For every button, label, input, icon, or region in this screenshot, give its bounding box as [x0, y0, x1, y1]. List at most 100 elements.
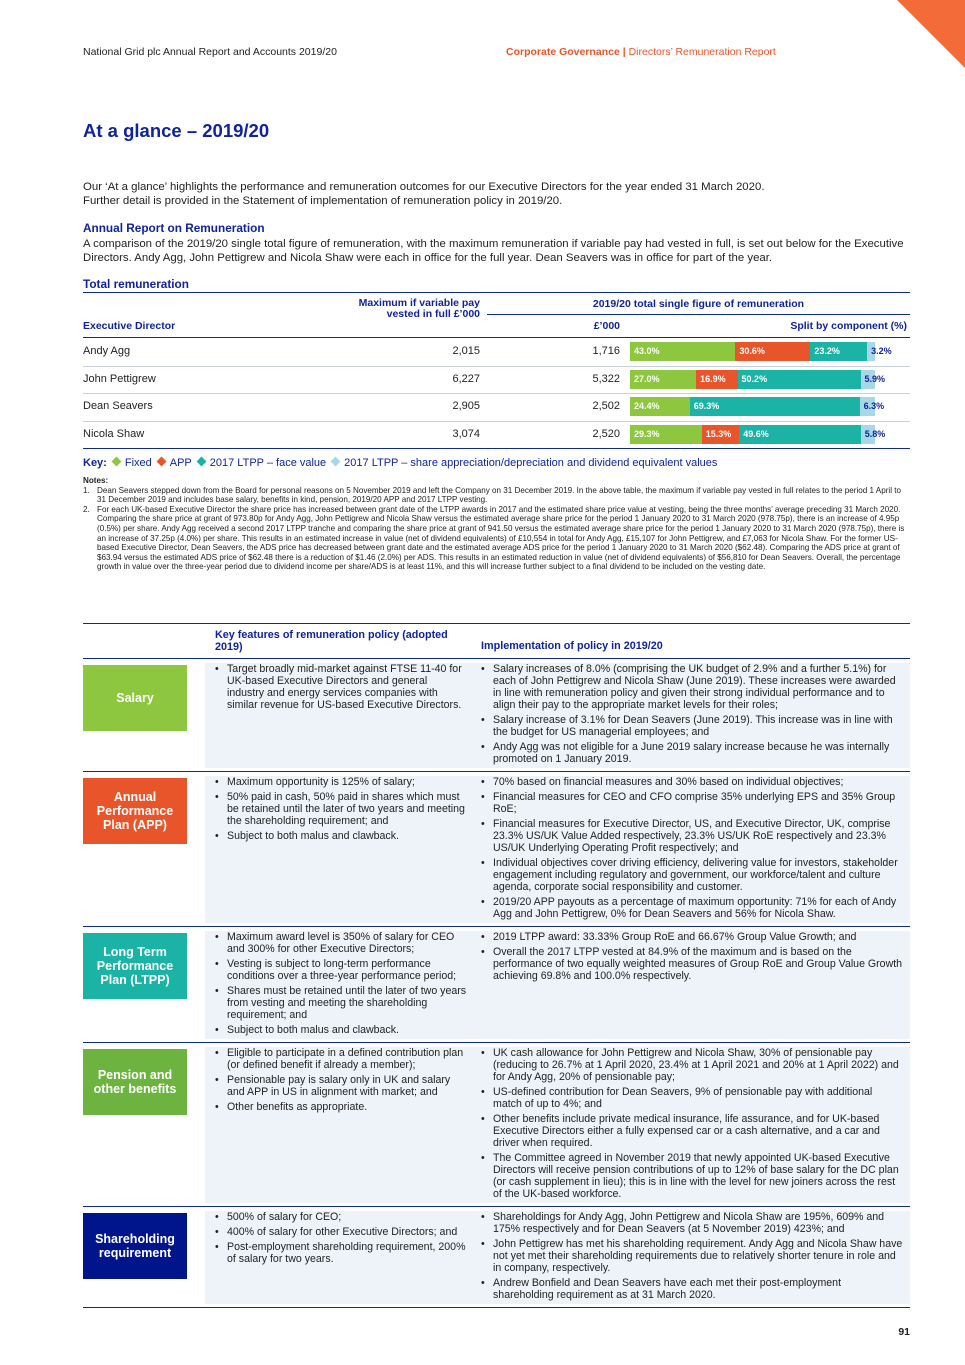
- col-header: Executive Director: [83, 320, 176, 332]
- rule: [83, 420, 910, 422]
- col-header: Implementation of policy in 2019/20: [481, 640, 663, 652]
- bullet-text: 50% paid in cash, 50% paid in shares whi…: [227, 791, 465, 827]
- bullet: •: [481, 931, 485, 943]
- bullet-list: • Maximum opportunity is 125% of salary; •…: [215, 776, 467, 842]
- bar-segment: 6.3%: [859, 397, 884, 416]
- split-bar: 24.4% 69.3% 6.3%: [630, 397, 884, 416]
- bullet-text: Maximum opportunity is 125% of salary;: [227, 776, 415, 788]
- features-cell: • Eligible to participate in a defined co…: [205, 1047, 477, 1203]
- bullet: •: [215, 1211, 219, 1223]
- bullet: •: [215, 830, 219, 842]
- bullet-text: Andy Agg was not eligible for a June 201…: [493, 741, 890, 765]
- segment-label: 6.3%: [863, 401, 885, 411]
- bullet-item: • Shares must be retained until the later…: [215, 985, 467, 1021]
- key-label: Key:: [83, 457, 107, 469]
- policy-table: Key features of remuneration policy (ado…: [83, 623, 910, 1308]
- bullet-text: 70% based on financial measures and 30% …: [493, 776, 844, 788]
- rule: [83, 337, 910, 338]
- policy-row: Annual Performance Plan (APP) • Maximum op…: [83, 771, 910, 926]
- bullet-item: • Overall the 2017 LTPP vested at 84.9% o…: [481, 946, 904, 982]
- bullet-text: Other benefits include private medical i…: [493, 1113, 880, 1149]
- note-text: For each UK-based Executive Director the…: [97, 504, 905, 572]
- bullet-item: • Andrew Bonfield and Dean Seavers have e…: [481, 1277, 904, 1301]
- bullet-item: • Salary increase of 3.1% for Dean Seaver…: [481, 714, 904, 738]
- bullet-list: • Maximum award level is 350% of salary f…: [215, 931, 467, 1036]
- col-header: Key features of remuneration policy (ado…: [215, 629, 448, 653]
- total-value: 2,520: [592, 427, 620, 440]
- key-swatch: [196, 456, 207, 467]
- segment-label: 29.3%: [634, 428, 660, 439]
- bullet: •: [215, 1024, 219, 1036]
- bullet-text: 400% of salary for other Executive Direc…: [227, 1226, 458, 1238]
- director-name: Nicola Shaw: [83, 427, 145, 440]
- split-bar: 27.0% 16.9% 50.2% 5.9%: [630, 369, 885, 389]
- bullet-text: Andrew Bonfield and Dean Seavers have ea…: [493, 1277, 842, 1301]
- director-name: Dean Seavers: [83, 400, 153, 412]
- bullet-item: • UK cash allowance for John Pettigrew an…: [481, 1047, 904, 1083]
- note: 2. For each UK-based Executive Director t…: [83, 505, 910, 572]
- bullet-item: • Other benefits as appropriate.: [215, 1101, 467, 1113]
- bullet-text: Post-employment shareholding requirement…: [227, 1241, 466, 1265]
- segment-label: 24.4%: [634, 401, 660, 411]
- header-subsection: Directors’ Remuneration Report: [628, 46, 776, 58]
- bullet-list: • 70% based on financial measures and 30%…: [481, 776, 904, 920]
- rule: [83, 292, 910, 293]
- segment-label: 5.8%: [864, 428, 886, 439]
- bullet-text: 2019 LTPP award: 33.33% Group RoE and 66…: [493, 931, 857, 943]
- bullet-item: • Financial measures for CEO and CFO comp…: [481, 791, 904, 815]
- bullet-item: • The Committee agreed in November 2019 t…: [481, 1152, 904, 1200]
- key: Key: Fixed APP 2017 LTPP – face value 2017 L…: [83, 456, 718, 469]
- key-swatch: [111, 456, 122, 467]
- bullet-item: • Subject to both malus and clawback.: [215, 830, 467, 842]
- bullet: •: [481, 1152, 485, 1164]
- segment-label: 30.6%: [739, 346, 765, 356]
- bullet: •: [481, 741, 485, 753]
- bullet-item: • US-defined contribution for Dean Seaver…: [481, 1086, 904, 1110]
- bullet-item: • Individual objectives cover driving eff…: [481, 857, 904, 893]
- row-label: Long Term Performance Plan (LTPP): [83, 933, 187, 999]
- bullet-item: • Andy Agg was not eligible for a June 20…: [481, 741, 904, 765]
- bullet-item: • Maximum opportunity is 125% of salary;: [215, 776, 467, 788]
- spacer: [83, 629, 205, 653]
- bar-segment: 15.3%: [701, 424, 740, 444]
- bullet: •: [215, 1047, 219, 1059]
- split-bar: 43.0% 30.6% 23.2% 3.2%: [630, 342, 892, 361]
- bullet-text: John Pettigrew has met his shareholding …: [493, 1238, 903, 1274]
- bullet: •: [215, 791, 219, 803]
- notes-heading: Notes:: [83, 476, 109, 485]
- bar-segment: 50.2%: [737, 369, 861, 389]
- director-name: John Pettigrew: [83, 372, 156, 385]
- row-label: Annual Performance Plan (APP): [83, 778, 187, 844]
- bullet-text: Overall the 2017 LTPP vested at 84.9% of…: [493, 946, 903, 982]
- bullet: •: [481, 896, 485, 908]
- bullet-text: 500% of salary for CEO;: [227, 1211, 342, 1223]
- segment-label: 43.0%: [634, 346, 660, 356]
- key-item: Fixed: [124, 457, 152, 469]
- bullet-list: • Target broadly mid-market against FTSE …: [215, 663, 467, 711]
- bullet-item: • Pensionable pay is salary only in UK an…: [215, 1074, 467, 1098]
- total-value: 5,322: [592, 372, 620, 385]
- bullet-item: • 500% of salary for CEO;: [215, 1211, 467, 1223]
- table-heading: Total remuneration: [83, 277, 189, 291]
- implementation-cell: • Salary increases of 8.0% (comprising th…: [477, 663, 910, 768]
- header-section: Corporate Governance: [506, 46, 620, 58]
- bullet-text: The Committee agreed in November 2019 th…: [493, 1152, 899, 1200]
- key-item: 2017 LTPP – share appreciation/depreciat…: [344, 457, 718, 469]
- bullet-item: • Post-employment shareholding requiremen…: [215, 1241, 467, 1265]
- bullet-item: • Vesting is subject to long-term perform…: [215, 958, 467, 982]
- header-right: Corporate Governance | Directors’ Remune…: [506, 46, 776, 58]
- page-title: At a glance – 2019/20: [83, 120, 270, 141]
- bullet-list: • UK cash allowance for John Pettigrew an…: [481, 1047, 904, 1200]
- intro-line: Our ‘At a glance’ highlights the perform…: [83, 181, 765, 193]
- segment-label: 15.3%: [705, 428, 732, 439]
- bar-segment: 29.3%: [630, 424, 702, 444]
- bullet-text: 2019/20 APP payouts as a percentage of m…: [493, 896, 897, 920]
- bullet: •: [481, 857, 485, 869]
- policy-row: Long Term Performance Plan (LTPP) • Maximu…: [83, 926, 910, 1042]
- bar-segment: 69.3%: [689, 397, 860, 416]
- corner-decoration: [897, 0, 965, 68]
- bullet-text: Salary increase of 3.1% for Dean Seavers…: [493, 714, 893, 738]
- bullet-item: • Maximum award level is 350% of salary f…: [215, 931, 467, 955]
- bar-segment: 30.6%: [735, 342, 811, 361]
- bullet-text: Maximum award level is 350% of salary fo…: [227, 931, 455, 955]
